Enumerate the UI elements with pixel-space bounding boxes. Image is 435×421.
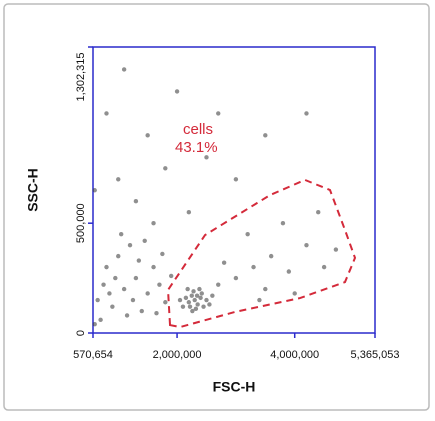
point (198, 295, 203, 301)
point (118, 231, 124, 237)
point (216, 282, 221, 287)
point (210, 293, 215, 298)
point (191, 289, 196, 294)
point (139, 308, 144, 314)
point (304, 111, 309, 116)
point (107, 291, 112, 296)
point (151, 264, 156, 270)
point (221, 260, 227, 265)
point (195, 302, 200, 307)
x-tick-label: 4,000,000 (270, 349, 319, 361)
point (257, 297, 262, 303)
point (292, 291, 297, 296)
point (133, 199, 139, 204)
x-axis-label: FSC-H (213, 379, 256, 395)
point (98, 317, 103, 323)
y-tick-label: 500,000 (75, 203, 87, 243)
point (127, 242, 133, 248)
point (92, 322, 97, 327)
point (192, 297, 197, 303)
point (197, 286, 202, 292)
gate-percent: 43.1% (175, 139, 218, 156)
point (333, 247, 339, 252)
point (124, 313, 130, 318)
point (177, 297, 183, 303)
point (157, 282, 162, 287)
point (163, 166, 168, 171)
point (187, 304, 193, 309)
x-tick-label: 2,000,000 (153, 349, 202, 361)
point (251, 264, 256, 270)
point (185, 286, 190, 292)
y-axis-label: SSC-H (25, 168, 41, 212)
y-tick-label: 0 (75, 330, 87, 336)
point (113, 275, 118, 281)
point (216, 111, 221, 116)
point (104, 264, 109, 270)
point (160, 251, 165, 257)
point (194, 293, 200, 298)
point (201, 304, 206, 309)
point (154, 311, 159, 316)
y-tick-label: 1,302,315 (75, 53, 87, 102)
point (280, 220, 286, 226)
point (133, 275, 139, 281)
point (142, 238, 147, 243)
point (245, 231, 250, 237)
point (101, 282, 106, 287)
point (186, 210, 192, 215)
point (163, 300, 168, 305)
point (189, 293, 194, 298)
point (199, 291, 204, 296)
point (174, 89, 180, 94)
point (145, 133, 150, 138)
point (263, 133, 268, 138)
gate-name: cells (183, 121, 213, 138)
panel-border (3, 3, 430, 411)
point (136, 258, 142, 263)
point (116, 177, 121, 182)
point (151, 220, 156, 226)
point (130, 297, 136, 303)
point (95, 297, 100, 303)
point (104, 111, 109, 116)
point (186, 300, 192, 305)
point (116, 253, 121, 259)
point (286, 269, 292, 274)
x-tick-label: 5,365,053 (351, 349, 400, 361)
point (204, 297, 209, 303)
point (121, 67, 127, 72)
point (193, 306, 199, 312)
point (233, 275, 239, 281)
point (268, 253, 274, 259)
point (204, 155, 209, 160)
point (92, 188, 97, 193)
point (190, 308, 195, 314)
point (183, 295, 189, 301)
point (233, 177, 239, 182)
point (316, 210, 321, 215)
point (321, 264, 327, 270)
point (110, 304, 115, 309)
point (180, 304, 186, 309)
point (207, 302, 212, 307)
point (263, 286, 268, 292)
point (145, 291, 150, 296)
x-tick-label: 570,654 (73, 349, 113, 361)
gate (166, 178, 357, 329)
point (168, 273, 174, 279)
point (304, 242, 309, 248)
point (121, 286, 127, 292)
